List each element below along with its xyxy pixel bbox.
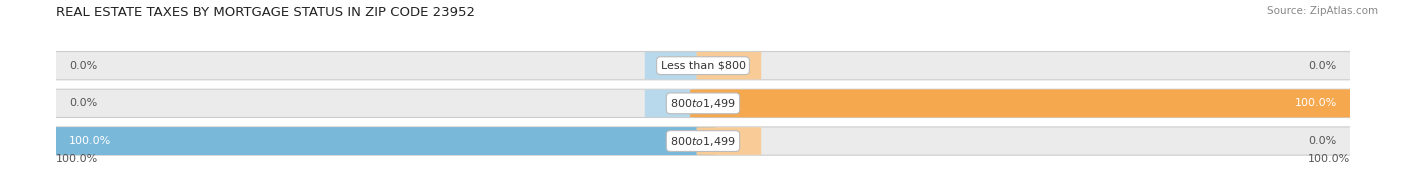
Text: 0.0%: 0.0%	[69, 98, 97, 108]
FancyBboxPatch shape	[37, 51, 1369, 80]
Text: $800 to $1,499: $800 to $1,499	[671, 97, 735, 110]
Text: $800 to $1,499: $800 to $1,499	[671, 135, 735, 148]
FancyBboxPatch shape	[37, 89, 1369, 117]
Text: REAL ESTATE TAXES BY MORTGAGE STATUS IN ZIP CODE 23952: REAL ESTATE TAXES BY MORTGAGE STATUS IN …	[56, 6, 475, 19]
Text: 0.0%: 0.0%	[69, 61, 97, 71]
Text: 0.0%: 0.0%	[1309, 61, 1337, 71]
Text: 100.0%: 100.0%	[1308, 154, 1350, 164]
Text: Less than $800: Less than $800	[661, 61, 745, 71]
Text: Source: ZipAtlas.com: Source: ZipAtlas.com	[1267, 6, 1378, 16]
FancyBboxPatch shape	[44, 127, 716, 155]
FancyBboxPatch shape	[690, 89, 1362, 117]
Text: 0.0%: 0.0%	[1309, 136, 1337, 146]
Text: 100.0%: 100.0%	[69, 136, 111, 146]
FancyBboxPatch shape	[696, 52, 761, 79]
FancyBboxPatch shape	[645, 90, 710, 117]
FancyBboxPatch shape	[696, 127, 761, 155]
FancyBboxPatch shape	[645, 52, 710, 79]
FancyBboxPatch shape	[37, 127, 1369, 155]
Text: 100.0%: 100.0%	[56, 154, 98, 164]
Text: 100.0%: 100.0%	[1295, 98, 1337, 108]
